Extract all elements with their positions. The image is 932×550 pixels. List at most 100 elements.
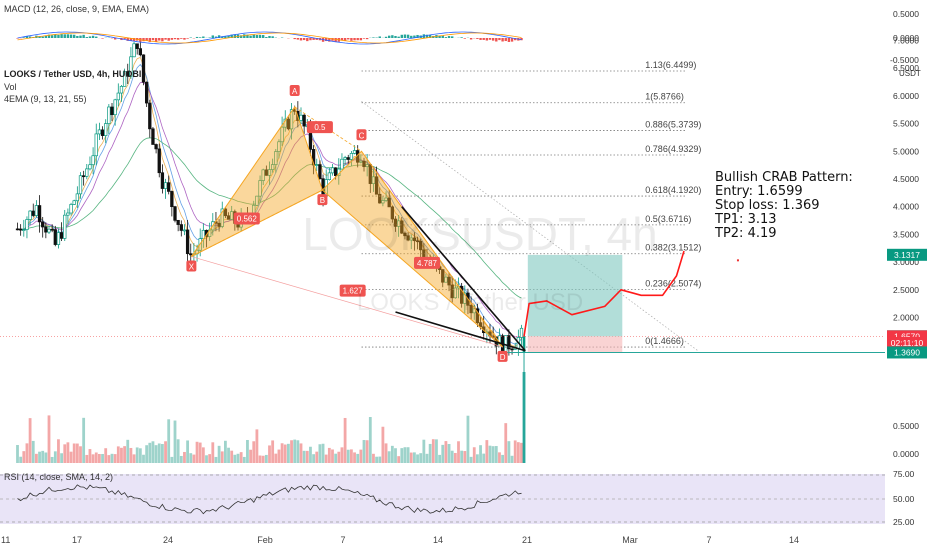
macd-hist-158	[514, 38, 517, 41]
x-tick-0: 11	[1, 535, 10, 545]
volume-bar-33	[120, 447, 123, 463]
candle-body-2	[22, 229, 26, 231]
volume-bar-126	[413, 452, 416, 463]
candle-body-125	[409, 237, 413, 241]
macd-hist-79	[265, 37, 268, 38]
volume-bar-110	[362, 440, 366, 463]
price-badge-label-3: 02:11:10	[891, 338, 924, 348]
macd-tick-2: -0.5000	[890, 55, 919, 65]
candle-body-64	[217, 222, 221, 227]
macd-hist-36	[129, 38, 133, 41]
macd-hist-68	[230, 34, 233, 38]
volume-bar-119	[390, 445, 394, 463]
ema-indicator-label[interactable]: 4EMA (9, 13, 21, 55)	[4, 94, 87, 104]
macd-indicator-label[interactable]: MACD (12, 26, close, 9, EMA, EMA)	[4, 4, 150, 14]
macd-hist-80	[268, 35, 271, 38]
pattern-ratio-badge-2	[414, 256, 440, 269]
candle-body-25	[94, 133, 98, 157]
x-tick-2: 24	[163, 535, 173, 545]
volume-bar-13	[57, 439, 60, 463]
macd-hist-99	[328, 38, 331, 42]
rsi-indicator-label[interactable]: RSI (14, close, SMA, 14, 2)	[4, 472, 114, 482]
macd-hist-76	[255, 35, 259, 38]
macd-hist-153	[498, 38, 501, 41]
candle-body-19	[75, 193, 80, 202]
volume-bar-31	[113, 454, 117, 463]
volume-bar-2	[22, 451, 26, 463]
volume-bar-127	[416, 454, 419, 463]
note-line-pattern: Bullish CRAB Pattern:	[715, 170, 853, 185]
macd-pane	[16, 31, 523, 45]
candle-body-68	[230, 211, 234, 220]
volume-bar-52	[179, 455, 183, 463]
volume-bar-115	[378, 456, 382, 463]
macd-hist-10	[47, 34, 51, 38]
volume-bar-23	[88, 449, 92, 463]
volume-bar-30	[110, 453, 114, 463]
macd-hist-136	[444, 37, 448, 38]
price-tick-9: 2.5000	[893, 285, 919, 295]
x-tick-6: 21	[522, 535, 532, 545]
macd-hist-31	[113, 38, 117, 40]
volume-bar-107	[353, 452, 356, 463]
volume-bar-150	[488, 445, 492, 463]
macd-hist-109	[359, 38, 363, 41]
volume-bar-69	[233, 454, 237, 463]
macd-hist-105	[347, 38, 350, 40]
macd-hist-2	[22, 37, 25, 38]
candle-body-11	[50, 228, 54, 231]
volume-indicator-label[interactable]: Vol	[4, 82, 17, 92]
candle-body-156	[507, 335, 511, 350]
price-badge-5	[887, 346, 927, 359]
candle-body-111	[365, 164, 369, 168]
volume-bar-16	[66, 442, 70, 463]
candle-body-37	[132, 43, 136, 58]
pattern-ratio-badge-0	[306, 121, 333, 134]
candle-body-3	[25, 219, 29, 230]
macd-hist-24	[91, 35, 95, 38]
pattern-ratio-label-3: 1.627	[343, 287, 364, 296]
volume-bar-62	[211, 442, 215, 463]
candle-body-65	[220, 208, 224, 227]
macd-hist-37	[132, 38, 136, 42]
volume-bar-88	[293, 439, 297, 463]
macd-hist-21	[82, 34, 85, 38]
candle-body-138	[450, 284, 454, 299]
pattern-ratio-badge-1	[233, 212, 260, 225]
volume-bar-143	[466, 415, 470, 463]
macd-hist-148	[482, 38, 485, 40]
price-tick-3: 5.5000	[893, 119, 919, 129]
volume-bar-117	[384, 443, 388, 463]
candle-body-142	[463, 292, 467, 304]
candle-body-41	[145, 81, 149, 104]
candle-body-136	[444, 276, 448, 283]
candle-body-135	[441, 269, 445, 283]
volume-bar-51	[176, 439, 180, 463]
candle-body-147	[478, 322, 483, 328]
volume-bar-116	[381, 426, 385, 463]
macd-hist-62	[211, 35, 214, 38]
volume-bar-12	[53, 451, 57, 463]
candle-body-77	[258, 180, 262, 197]
volume-bar-49	[170, 456, 174, 463]
volume-bar-46	[161, 444, 164, 463]
candle-body-122	[400, 220, 404, 234]
macd-hist-141	[460, 37, 463, 38]
rsi-tick-1: 50.00	[893, 494, 915, 504]
candle-body-157	[510, 348, 514, 351]
price-tick-5: 4.5000	[893, 174, 919, 184]
volume-bar-145	[472, 447, 476, 463]
macd-hist-118	[388, 35, 391, 38]
volume-bar-149	[485, 440, 489, 463]
volume-bar-142	[463, 451, 467, 463]
macd-hist-63	[214, 36, 218, 38]
macd-hist-51	[176, 38, 180, 40]
candle-body-128	[419, 240, 423, 251]
rsi-tick-2: 25.00	[893, 517, 915, 527]
macd-hist-41	[145, 38, 148, 41]
macd-hist-17	[69, 34, 73, 38]
volume-bar-75	[252, 441, 256, 463]
candle-body-43	[151, 128, 155, 145]
symbol-title[interactable]: LOOKS / Tether USD, 4h, HUOBI	[4, 69, 142, 79]
